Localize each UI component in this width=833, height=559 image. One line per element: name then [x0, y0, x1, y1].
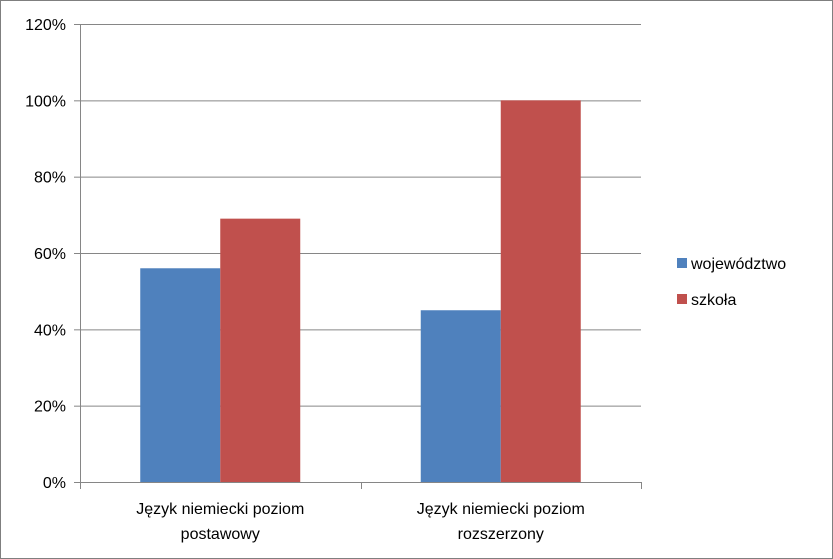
legend-label: szkoła [691, 292, 736, 309]
legend: województwo szkoła [677, 256, 786, 309]
x-category-label: Język niemiecki poziom rozszerzony [417, 501, 585, 543]
legend-swatch [677, 258, 687, 268]
bar-1-0 [220, 218, 301, 482]
x-category-label-line: Język niemiecki poziom [417, 501, 585, 518]
y-tick-label: 120% [25, 17, 66, 34]
bar-1-1 [500, 100, 581, 482]
bar-0-1 [420, 310, 501, 482]
bars [140, 100, 581, 482]
y-tick-labels: 0% 20% 40% 60% 80% 100% 120% [25, 17, 66, 492]
y-tick-label: 20% [34, 399, 66, 416]
axes [74, 24, 642, 489]
y-tick-label: 60% [34, 246, 66, 263]
y-tick-label: 100% [25, 93, 66, 110]
x-category-label-line: rozszerzony [458, 526, 544, 543]
legend-label: województwo [690, 256, 786, 273]
x-category-label: Język niemiecki poziom postawowy [136, 501, 304, 543]
y-tick-label: 80% [34, 170, 66, 187]
y-tick-label: 40% [34, 322, 66, 339]
legend-swatch [677, 294, 687, 304]
bar-0-0 [140, 268, 221, 482]
y-tick-label: 0% [43, 475, 66, 492]
x-category-label-line: postawowy [181, 526, 260, 543]
x-category-label-line: Język niemiecki poziom [136, 501, 304, 518]
